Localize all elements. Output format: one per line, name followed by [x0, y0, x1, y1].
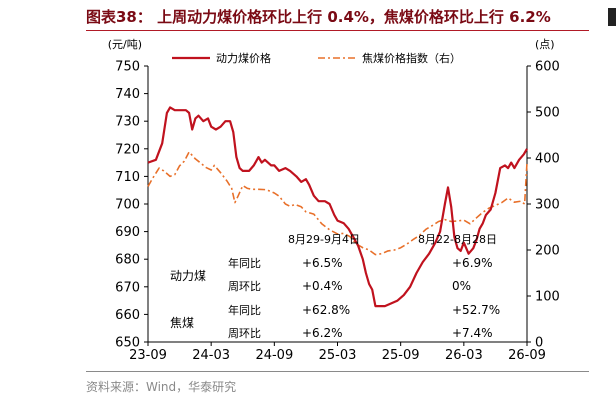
x-tick-label: 24-09 — [255, 348, 293, 363]
chart-axes: 750 740 730 720 710 700 690 680 670 660 650 600 500 4… — [108, 38, 560, 363]
right-tick-label: 200 — [535, 244, 560, 259]
legend-label-thermal-coal: 动力煤价格 — [216, 51, 271, 65]
annotation-value-current: +0.4% — [302, 279, 343, 293]
chart-series — [147, 106, 528, 308]
annotation-value-previous: +7.4% — [452, 326, 493, 340]
period-label-previous: 8月22-8月28日 — [418, 233, 497, 246]
x-tick-label: 25-09 — [382, 348, 420, 363]
annotation-value-current: +6.5% — [302, 256, 343, 270]
series-line-thermal-coal — [147, 106, 528, 308]
annotation-metric-label: 周环比 — [228, 280, 261, 293]
left-tick-label: 650 — [115, 336, 140, 351]
left-tick-label: 670 — [115, 280, 140, 295]
legend-label-coking-coal: 焦煤价格指数（右） — [362, 51, 461, 65]
left-tick-label: 700 — [115, 198, 140, 213]
annotation-metric-label: 年同比 — [228, 303, 261, 317]
source-note: 资料来源：Wind，华泰研究 — [86, 380, 237, 394]
left-tick-label: 710 — [115, 170, 140, 185]
annotation-group-label: 焦煤 — [170, 316, 194, 330]
right-tick-label: 0 — [535, 336, 543, 351]
title-rule — [86, 30, 589, 31]
right-axis-unit: (点) — [535, 38, 555, 51]
figure-title: 图表38： 上周动力煤价格环比上行 0.4%，焦煤价格环比上行 6.2% — [86, 8, 551, 26]
right-tick-label: 400 — [535, 152, 560, 167]
left-tick-label: 750 — [115, 60, 140, 75]
left-tick-label: 730 — [115, 115, 140, 130]
right-tick-label: 500 — [535, 106, 560, 121]
annotation-value-current: +62.8% — [302, 303, 350, 317]
annotation-value-previous: 0% — [452, 279, 471, 293]
left-tick-label: 720 — [115, 142, 140, 157]
adjacent-figure-edge — [608, 8, 616, 26]
series-line-coking-coal — [147, 151, 528, 256]
annotation-value-previous: +6.9% — [452, 256, 493, 270]
x-tick-label: 26-03 — [445, 348, 483, 363]
right-tick-label: 600 — [535, 60, 560, 75]
annotation-group-label: 动力煤 — [170, 269, 206, 283]
x-tick-label: 24-03 — [192, 348, 230, 363]
x-tick-label: 26-09 — [508, 348, 546, 363]
left-tick-label: 690 — [115, 225, 140, 240]
annotation-metric-label: 周环比 — [228, 327, 261, 340]
right-tick-label: 300 — [535, 198, 560, 213]
annotation-value-previous: +52.7% — [452, 303, 500, 317]
x-tick-label: 23-09 — [129, 348, 167, 363]
footer-rule — [86, 371, 589, 372]
annotation-value-current: +6.2% — [302, 326, 343, 340]
left-tick-label: 660 — [115, 308, 140, 323]
left-tick-label: 740 — [115, 87, 140, 102]
left-tick-label: 680 — [115, 253, 140, 268]
period-label-current: 8月29-9月4日 — [288, 233, 360, 246]
left-axis-unit: (元/吨) — [108, 38, 142, 51]
annotation-metric-label: 年同比 — [228, 256, 261, 270]
chart-legend: 动力煤价格 焦煤价格指数（右） — [172, 51, 461, 65]
x-tick-label: 25-03 — [319, 348, 357, 363]
right-tick-label: 100 — [535, 290, 560, 305]
